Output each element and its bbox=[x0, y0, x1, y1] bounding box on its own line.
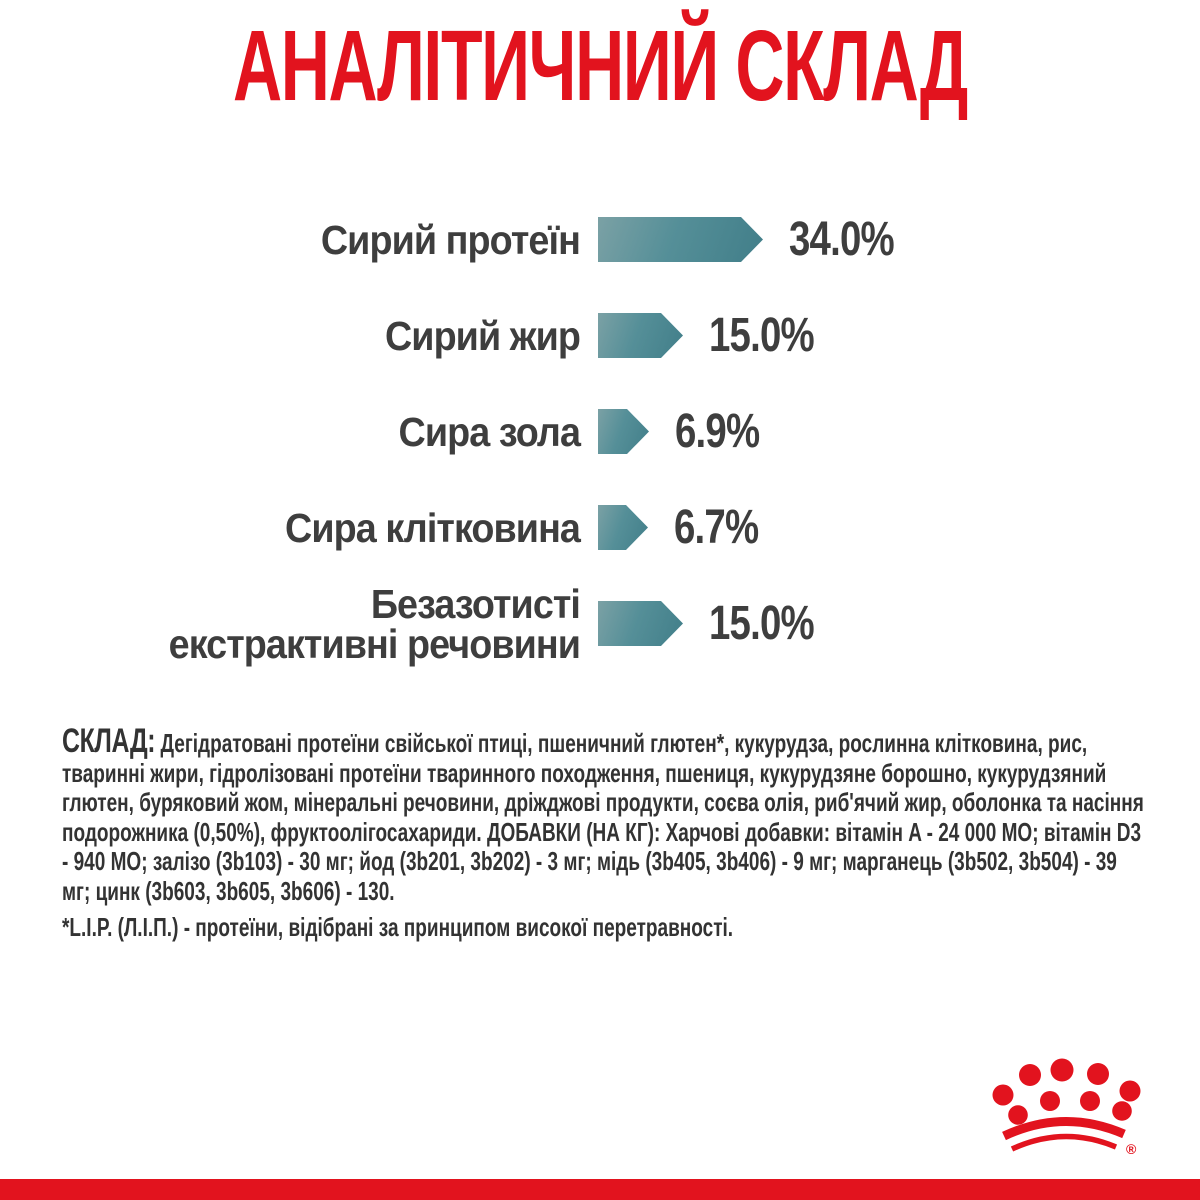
footer-brand-bar bbox=[0, 1179, 1200, 1200]
bar bbox=[598, 217, 763, 262]
composition-paragraph: СКЛАД: Дегідратовані протеїни свійської … bbox=[62, 724, 1144, 906]
composition-text: Дегідратовані протеїни свійської птиці, … bbox=[62, 728, 1144, 906]
bar-row-label: Сирий протеїн bbox=[320, 216, 581, 263]
composition-section: СКЛАД: Дегідратовані протеїни свійської … bbox=[62, 724, 1144, 943]
bar-value: 6.9% bbox=[675, 405, 760, 458]
royal-canin-crown-icon: ® bbox=[992, 1058, 1141, 1157]
bar-value: 15.0% bbox=[709, 309, 815, 362]
bar-chart-row: Сира зола 6.9% bbox=[0, 405, 1200, 458]
bar-chart-row: Сира клітковина 6.7% bbox=[0, 501, 1200, 554]
registered-trademark-icon: ® bbox=[1126, 1141, 1137, 1157]
bar-row-label: Сира клітковина bbox=[285, 504, 581, 551]
bar-value: 34.0% bbox=[789, 213, 895, 266]
bar-chart: Сирий протеїн 34.0% Сирий жир 15.0% Сира… bbox=[0, 213, 1200, 697]
bar-value: 15.0% bbox=[709, 597, 815, 650]
bar-row-label: Сирий жир bbox=[384, 312, 581, 359]
bar-chart-row: Сирий протеїн 34.0% bbox=[0, 213, 1200, 266]
bar bbox=[598, 313, 683, 358]
page-title: АНАЛІТИЧНИЙ СКЛАД bbox=[233, 10, 968, 122]
lip-footnote: *L.I.P. (Л.І.П.) - протеїни, відібрані з… bbox=[62, 912, 734, 942]
composition-label: СКЛАД: bbox=[62, 722, 156, 760]
bar-row-label: Сира зола bbox=[398, 408, 581, 455]
bar-row-label: Безазотисті екстрактивні речовини bbox=[168, 580, 581, 667]
bar bbox=[598, 505, 648, 550]
bar bbox=[598, 409, 649, 454]
bar-chart-row: Сирий жир 15.0% bbox=[0, 309, 1200, 362]
bar bbox=[598, 601, 683, 646]
bar-chart-row: Безазотисті екстрактивні речовини 15.0% bbox=[0, 583, 1200, 664]
bar-value: 6.7% bbox=[674, 501, 759, 554]
